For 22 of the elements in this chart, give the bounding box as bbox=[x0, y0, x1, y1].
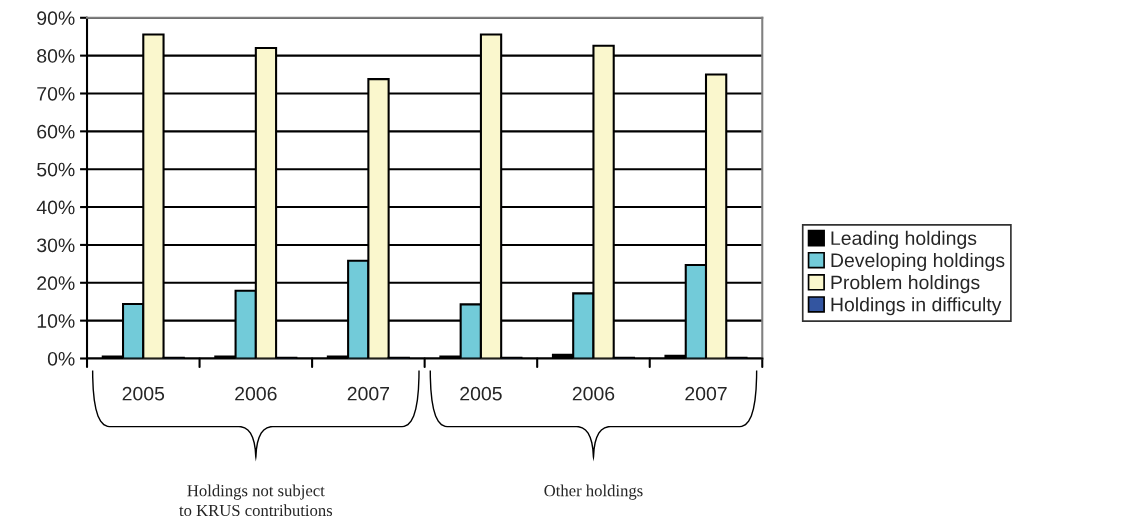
x-tick-label: 2005 bbox=[122, 386, 165, 401]
x-tick-label: 2006 bbox=[572, 386, 615, 401]
y-tick-label: 10% bbox=[37, 314, 75, 328]
x-tick-label: 2005 bbox=[460, 386, 502, 401]
legend-label: Developing holdings bbox=[831, 252, 1005, 272]
x-tick-label: 2006 bbox=[235, 386, 277, 401]
x-tick-label: 2007 bbox=[347, 386, 390, 401]
text: Holdings not subject to KRUS contributions bbox=[179, 484, 333, 517]
y-tick-label: 30% bbox=[37, 238, 75, 253]
y-tick-label: 20% bbox=[37, 276, 75, 291]
y-tick-label: 50% bbox=[37, 162, 75, 177]
y-tick-label: 70% bbox=[37, 86, 75, 101]
y-tick-label: 90% bbox=[37, 11, 75, 26]
x-tick-label: 2007 bbox=[685, 386, 727, 401]
legend-label: Problem holdings bbox=[831, 275, 980, 294]
legend-label: Leading holdings bbox=[831, 230, 977, 249]
y-tick-label: 40% bbox=[36, 200, 75, 215]
y-tick-label: 0% bbox=[47, 351, 75, 366]
y-tick-label: 60% bbox=[37, 124, 75, 139]
y-tick-label: 80% bbox=[37, 49, 75, 63]
legend-label: Holdings in difficulty bbox=[831, 297, 1002, 316]
text: Other holdings bbox=[544, 484, 643, 500]
